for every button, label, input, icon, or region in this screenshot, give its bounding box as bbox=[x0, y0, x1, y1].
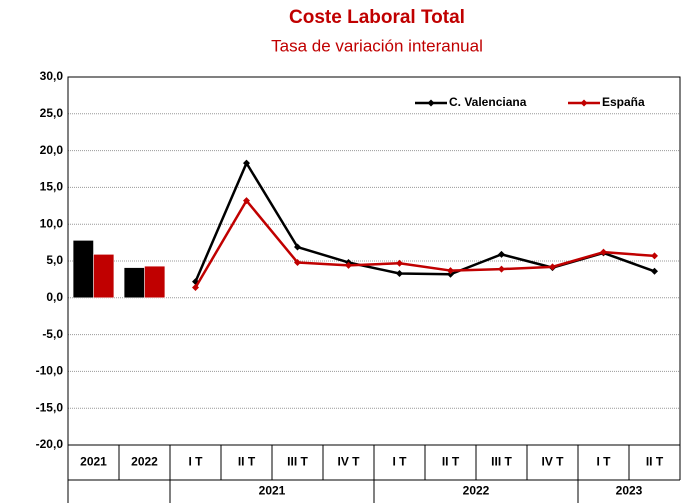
y-tick-label: -20,0 bbox=[36, 437, 64, 451]
y-tick-label: 5,0 bbox=[46, 253, 63, 267]
x-tick-label: II T bbox=[238, 455, 256, 469]
point-marker bbox=[192, 283, 199, 291]
x-tick-label: 2021 bbox=[80, 455, 107, 469]
point-marker bbox=[294, 243, 301, 251]
y-tick-label: 15,0 bbox=[40, 180, 64, 194]
point-marker bbox=[396, 259, 403, 267]
bar bbox=[72, 240, 94, 299]
y-tick-label: 25,0 bbox=[40, 106, 64, 120]
point-marker bbox=[498, 265, 505, 273]
bar bbox=[123, 267, 145, 299]
point-marker bbox=[243, 159, 250, 167]
point-marker bbox=[549, 263, 556, 271]
line bbox=[194, 199, 655, 289]
x-tick-label: IV T bbox=[541, 455, 564, 469]
legend-label: España bbox=[602, 95, 645, 109]
chart-title: Coste Laboral Total bbox=[289, 7, 465, 28]
y-tick-label: -10,0 bbox=[36, 364, 64, 378]
x-tick-label: I T bbox=[597, 455, 612, 469]
point-marker bbox=[345, 261, 352, 269]
group-label: 2022 bbox=[463, 484, 490, 498]
legend-marker bbox=[580, 99, 588, 107]
bar bbox=[144, 265, 166, 299]
x-tick-label: IV T bbox=[337, 455, 360, 469]
x-tick-label: I T bbox=[393, 455, 408, 469]
y-tick-label: 20,0 bbox=[40, 143, 64, 157]
y-tick-label: 10,0 bbox=[40, 216, 64, 230]
point-marker bbox=[651, 267, 658, 275]
y-tick-label: -5,0 bbox=[42, 327, 63, 341]
point-marker bbox=[447, 270, 454, 278]
legend-marker bbox=[427, 99, 435, 107]
point-marker bbox=[243, 197, 250, 205]
point-marker bbox=[651, 252, 658, 260]
point-marker bbox=[600, 248, 607, 256]
group-label: 2021 bbox=[259, 484, 286, 498]
point-marker bbox=[396, 270, 403, 278]
legend-label: C. Valenciana bbox=[449, 95, 527, 109]
x-tick-label: I T bbox=[189, 455, 204, 469]
x-tick-label: III T bbox=[491, 455, 512, 469]
group-label: 2023 bbox=[616, 484, 643, 498]
x-tick-label: 2022 bbox=[131, 455, 158, 469]
y-tick-label: 30,0 bbox=[40, 69, 64, 83]
x-tick-label: III T bbox=[287, 455, 308, 469]
point-marker bbox=[498, 250, 505, 258]
y-tick-label: 0,0 bbox=[46, 290, 63, 304]
y-tick-label: -15,0 bbox=[36, 400, 64, 414]
point-marker bbox=[294, 258, 301, 266]
x-tick-label: II T bbox=[442, 455, 460, 469]
x-tick-label: II T bbox=[646, 455, 664, 469]
chart-subtitle: Tasa de variación interanual bbox=[271, 36, 483, 55]
point-marker bbox=[447, 267, 454, 275]
bar bbox=[93, 254, 115, 299]
